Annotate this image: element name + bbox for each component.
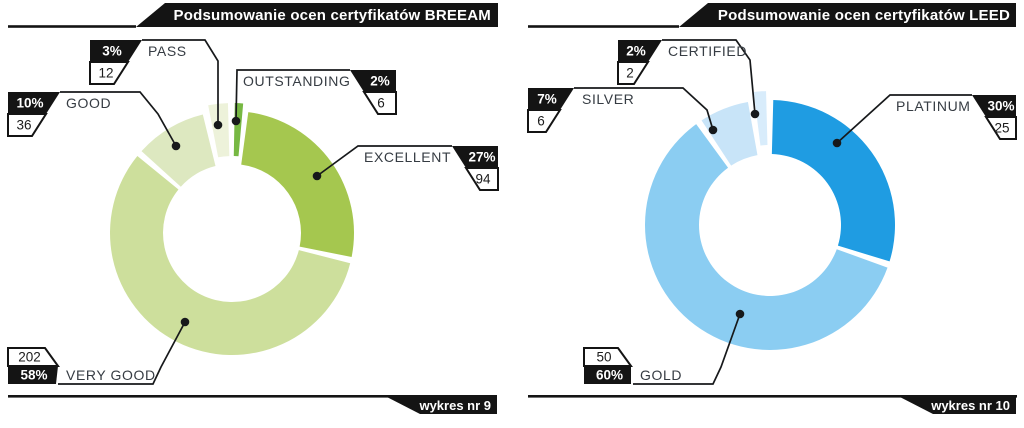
- slice-label: EXCELLENT: [364, 149, 451, 165]
- callout-dot: [171, 141, 181, 151]
- slice-good: [141, 114, 216, 187]
- percent-badge: [8, 366, 58, 384]
- count-value: 2: [626, 66, 634, 81]
- percent-value: 27%: [468, 150, 495, 165]
- count-value: 36: [16, 118, 31, 133]
- percent-value: 2%: [370, 74, 390, 89]
- percent-value: 30%: [987, 99, 1014, 114]
- percent-badge: [8, 92, 60, 114]
- callout-gold: 60% 50 GOLD: [583, 309, 745, 385]
- callout-dot: [231, 116, 241, 126]
- count-value: 12: [98, 66, 113, 81]
- callout-dot: [312, 171, 322, 181]
- callout-excellent: 27% 94 EXCELLENT: [312, 145, 499, 191]
- chart-title-banner: [679, 3, 1016, 27]
- caption-banner: [383, 395, 497, 414]
- percent-value: 3%: [102, 44, 122, 59]
- count-value: 6: [377, 96, 385, 111]
- percent-value: 58%: [20, 368, 47, 383]
- slice-label: GOOD: [66, 95, 111, 111]
- percent-value: 10%: [16, 96, 43, 111]
- callout-very-good: 58% 202 VERY GOOD: [7, 317, 190, 385]
- slice-label: GOLD: [640, 367, 682, 383]
- breeam-chart-panel: Podsumowanie ocen certyfikatów BREEAM wyk…: [7, 3, 499, 414]
- callout-certified: 2% 2 CERTIFIED: [617, 39, 760, 119]
- callout-outstanding: 2% 6 OUTSTANDING: [231, 69, 397, 126]
- slice-label: PLATINUM: [896, 98, 971, 114]
- chart-title-banner: [136, 3, 498, 27]
- leader-line: [142, 39, 219, 125]
- percent-badge: [452, 146, 498, 168]
- caption-text: wykres nr 9: [418, 398, 491, 413]
- callout-platinum: 30% 25 PLATINUM: [832, 94, 1017, 148]
- percent-value: 7%: [537, 92, 557, 107]
- percent-badge: [584, 366, 631, 384]
- chart-title: Podsumowanie ocen certyfikatów LEED: [718, 7, 1010, 24]
- caption-rule: [8, 395, 497, 398]
- slice-label: OUTSTANDING: [243, 73, 350, 89]
- percent-badge: [528, 88, 574, 110]
- callout-dot: [180, 317, 190, 327]
- count-value: 202: [18, 350, 41, 365]
- slice-platinum: [771, 100, 896, 262]
- slice-gold: [644, 124, 888, 351]
- slice-very-good: [110, 156, 351, 355]
- percent-badge: [618, 40, 662, 62]
- slice-excellent: [241, 112, 354, 258]
- callout-good: 10% 36 GOOD: [7, 91, 181, 151]
- leader-line: [60, 91, 177, 147]
- slice-silver: [701, 101, 758, 166]
- callout-dot: [213, 120, 223, 130]
- caption-text: wykres nr 10: [930, 398, 1010, 413]
- percent-badge: [90, 40, 142, 62]
- leader-line: [316, 145, 452, 177]
- title-rule: [8, 25, 136, 28]
- leed-chart-panel: Podsumowanie ocen certyfikatów LEED wykre…: [527, 3, 1017, 414]
- slice-outstanding: [233, 103, 244, 157]
- caption-banner: [896, 395, 1016, 414]
- slice-pass: [208, 103, 230, 158]
- leader-line: [235, 69, 350, 122]
- callout-dot: [750, 109, 760, 119]
- slice-label: SILVER: [582, 91, 634, 107]
- leader-line: [662, 39, 756, 115]
- count-value: 25: [994, 121, 1009, 136]
- leader-line: [574, 87, 714, 131]
- callout-silver: 7% 6 SILVER: [527, 87, 718, 135]
- callout-dot: [735, 309, 745, 319]
- callout-dot: [708, 125, 718, 135]
- slice-label: VERY GOOD: [66, 367, 156, 383]
- count-value: 50: [596, 350, 611, 365]
- slice-label: CERTIFIED: [668, 43, 747, 59]
- percent-badge: [350, 70, 396, 92]
- leader-line: [836, 94, 972, 144]
- callout-dot: [832, 138, 842, 148]
- chart-title: Podsumowanie ocen certyfikatów BREEAM: [174, 7, 491, 24]
- slice-label: PASS: [148, 43, 187, 59]
- percent-value: 60%: [596, 368, 623, 383]
- percent-value: 2%: [626, 44, 646, 59]
- callout-pass: 3% 12 PASS: [89, 39, 223, 130]
- caption-rule: [528, 395, 1017, 398]
- leader-line: [58, 321, 186, 385]
- percent-badge: [972, 95, 1016, 117]
- leader-line: [633, 313, 741, 385]
- count-value: 6: [537, 114, 545, 129]
- slice-certified: [753, 91, 768, 146]
- title-rule: [528, 25, 679, 28]
- count-value: 94: [475, 172, 491, 187]
